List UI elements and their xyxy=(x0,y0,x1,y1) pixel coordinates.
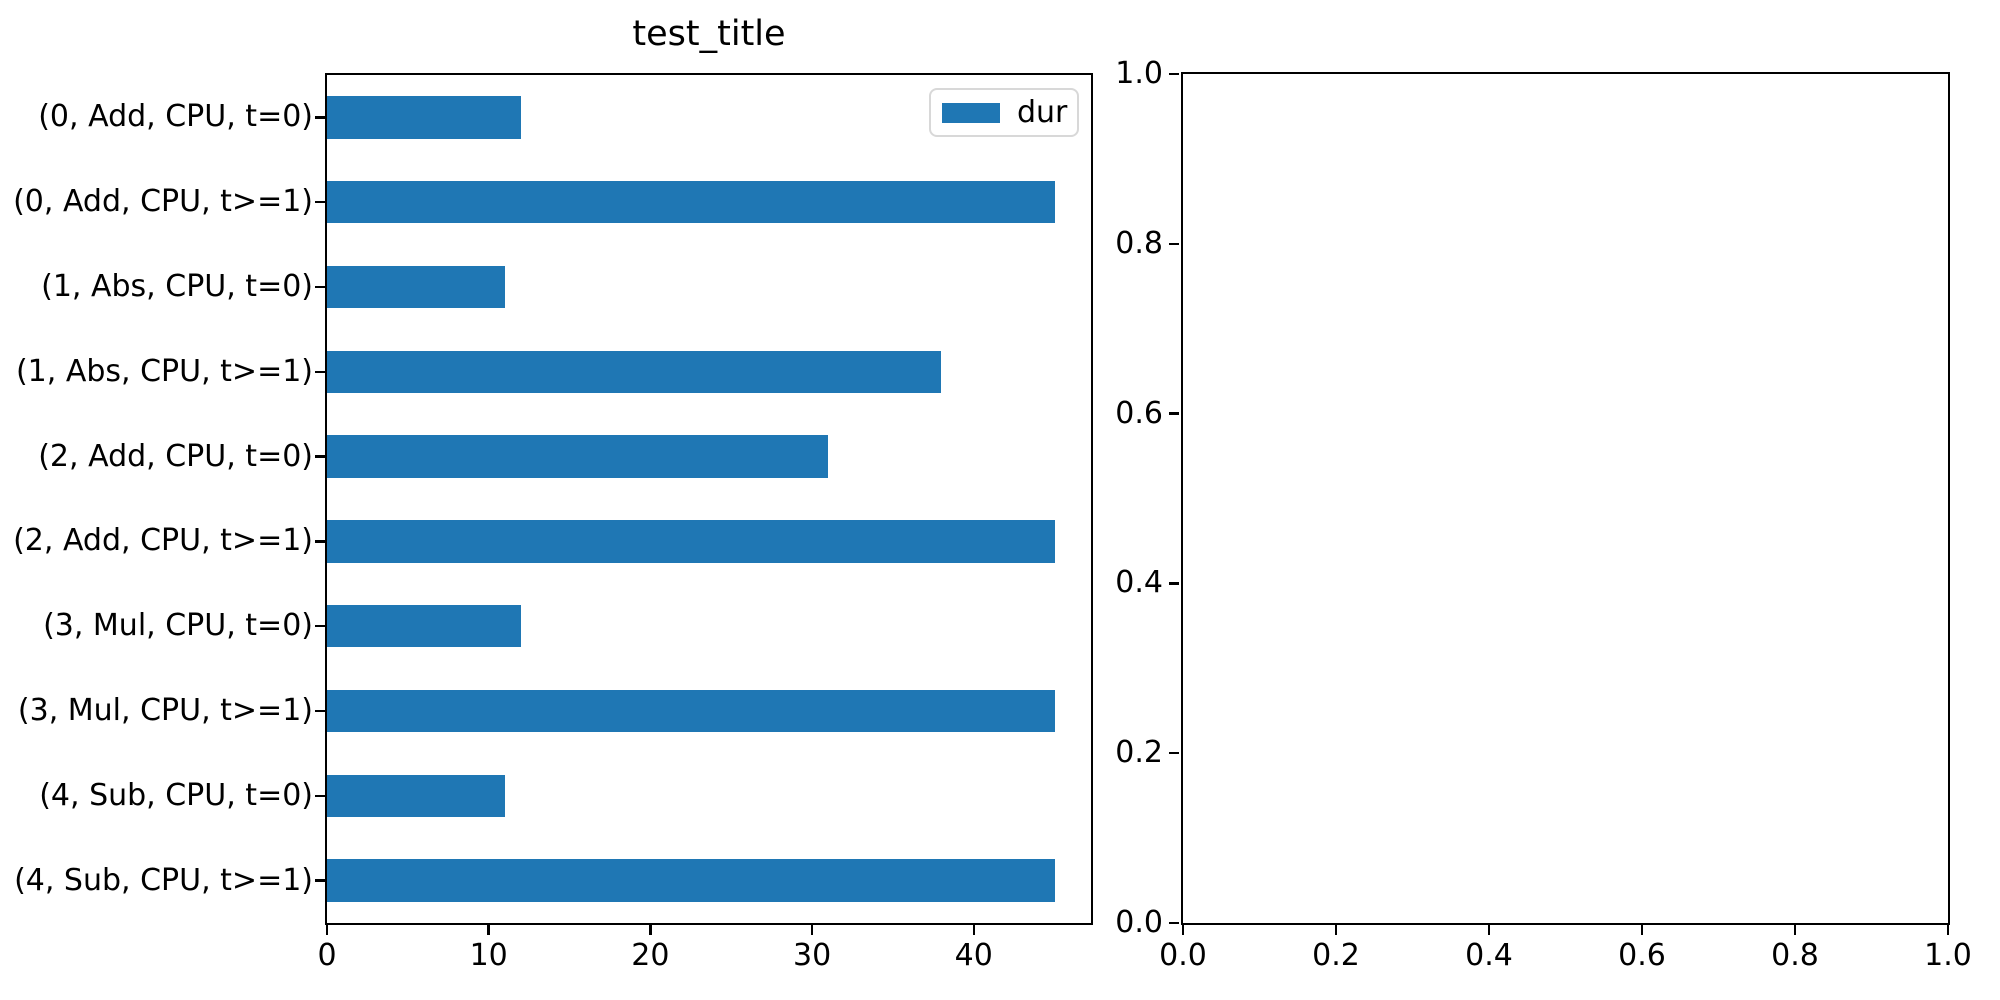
y-category-label: (3, Mul, CPU, t=0) xyxy=(43,608,313,644)
bar xyxy=(327,265,505,309)
x-tick xyxy=(1487,925,1491,935)
x-tick xyxy=(325,925,329,935)
y-category-label: (4, Sub, CPU, t=0) xyxy=(39,777,313,813)
right-axes xyxy=(1180,71,1950,925)
x-tick-label: 0.8 xyxy=(1771,938,1819,973)
bar xyxy=(327,689,1055,733)
y-category-label: (0, Add, CPU, t=0) xyxy=(38,99,313,135)
x-tick-label: 0.6 xyxy=(1618,938,1666,973)
bar xyxy=(327,96,522,139)
y-tick xyxy=(315,370,325,374)
bar xyxy=(327,605,522,648)
y-tick-label: 0.6 xyxy=(1115,395,1163,431)
y-tick xyxy=(315,624,325,628)
y-category-label: (2, Add, CPU, t>=1) xyxy=(13,523,313,559)
x-tick-label: 0 xyxy=(317,938,337,973)
x-tick-label: 1.0 xyxy=(1924,938,1972,973)
y-tick xyxy=(1169,582,1179,585)
x-tick-label: 10 xyxy=(469,938,508,973)
y-tick-label: 0.2 xyxy=(1115,735,1163,771)
x-tick xyxy=(487,925,490,935)
y-tick xyxy=(315,455,325,458)
y-tick xyxy=(1169,412,1179,415)
y-tick xyxy=(1169,751,1179,755)
y-category-label: (1, Abs, CPU, t>=1) xyxy=(15,353,313,389)
y-tick xyxy=(1169,921,1179,925)
x-tick xyxy=(1640,925,1644,935)
y-tick xyxy=(315,794,325,798)
y-category-label: (0, Add, CPU, t>=1) xyxy=(13,184,313,220)
x-tick-label: 0.2 xyxy=(1312,938,1360,973)
y-tick xyxy=(315,116,325,119)
x-tick xyxy=(649,925,652,935)
x-tick xyxy=(810,925,814,935)
y-category-label: (1, Abs, CPU, t=0) xyxy=(41,269,313,304)
y-category-label: (2, Add, CPU, t=0) xyxy=(38,438,313,474)
x-tick-label: 0.4 xyxy=(1465,938,1513,973)
bar xyxy=(327,181,1055,224)
x-tick-label: 0.0 xyxy=(1159,938,1207,973)
y-tick xyxy=(315,879,325,882)
x-tick xyxy=(1334,925,1338,935)
y-category-label: (3, Mul, CPU, t>=1) xyxy=(17,693,313,728)
bar xyxy=(327,774,505,817)
left-chart-title: test_title xyxy=(632,14,786,54)
y-tick xyxy=(315,200,325,204)
legend: dur xyxy=(929,88,1079,137)
x-tick xyxy=(1946,925,1950,935)
y-tick-label: 1.0 xyxy=(1115,56,1163,91)
x-tick-label: 40 xyxy=(954,938,993,973)
x-tick xyxy=(1793,925,1797,935)
left-axes xyxy=(324,72,1093,925)
y-category-label: (4, Sub, CPU, t>=1) xyxy=(14,862,313,898)
y-tick xyxy=(1169,72,1179,76)
y-tick xyxy=(315,540,325,543)
legend-label-dur: dur xyxy=(1017,94,1068,130)
bar xyxy=(327,520,1055,563)
y-tick-label: 0.4 xyxy=(1115,565,1163,601)
legend-swatch-dur xyxy=(942,102,1000,123)
y-tick xyxy=(1169,242,1179,246)
bar xyxy=(327,350,942,393)
x-tick xyxy=(972,925,976,935)
x-tick-label: 20 xyxy=(631,938,670,973)
y-tick xyxy=(315,285,325,289)
bar xyxy=(327,859,1055,902)
x-tick xyxy=(1181,925,1185,935)
bar xyxy=(327,435,829,478)
y-tick-label: 0.0 xyxy=(1115,905,1163,940)
x-tick-label: 30 xyxy=(792,938,832,973)
y-tick xyxy=(315,709,325,713)
y-tick-label: 0.8 xyxy=(1115,225,1163,261)
